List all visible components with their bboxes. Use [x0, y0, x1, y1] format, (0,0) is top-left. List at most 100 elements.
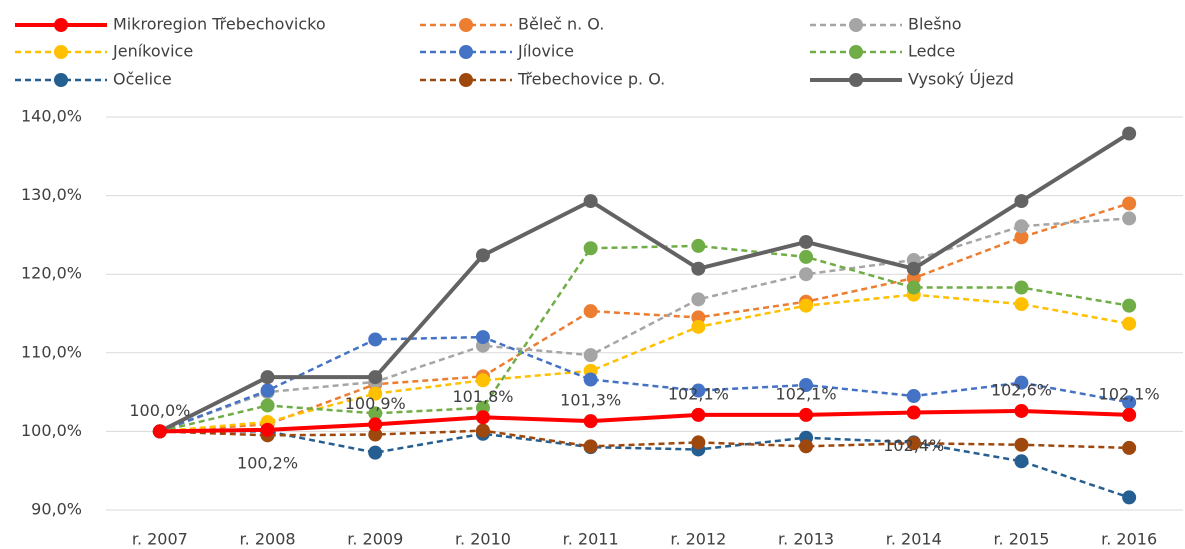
x-tick-label: r. 2011 — [563, 530, 619, 549]
y-tick-label: 110,0% — [21, 342, 82, 361]
legend-marker — [54, 73, 68, 87]
x-tick-label: r. 2012 — [670, 530, 726, 549]
y-tick-label: 140,0% — [21, 107, 82, 126]
data-point — [1014, 280, 1029, 295]
data-point — [1014, 437, 1029, 452]
x-tick-label: r. 2016 — [1101, 530, 1157, 549]
series-line — [159, 244, 1130, 433]
y-tick-label: 130,0% — [21, 185, 82, 204]
data-label: 102,4% — [883, 436, 944, 455]
legend-label: Běleč n. O. — [518, 15, 604, 34]
data-point — [583, 414, 598, 429]
data-point — [260, 370, 275, 385]
x-tick-label: r. 2015 — [993, 530, 1049, 549]
data-point — [583, 241, 598, 256]
series-line — [158, 131, 1131, 434]
data-point — [368, 427, 383, 442]
legend-label: Třebechovice p. O. — [517, 70, 665, 89]
data-label: 102,1% — [776, 384, 837, 403]
data-point — [583, 439, 598, 454]
data-point — [1014, 230, 1029, 245]
data-point — [1122, 395, 1137, 410]
data-point — [906, 389, 921, 404]
legend-label: Blešno — [908, 15, 962, 34]
legend-label: Ledce — [908, 42, 955, 61]
data-point — [1014, 454, 1029, 469]
data-point — [1122, 126, 1137, 141]
data-point — [1122, 316, 1137, 331]
data-point — [799, 298, 814, 313]
data-point — [799, 378, 814, 393]
data-point — [368, 332, 383, 347]
data-point — [1122, 440, 1137, 455]
data-point — [691, 292, 706, 307]
data-point — [368, 386, 383, 401]
legend-marker — [459, 45, 473, 59]
series-line — [159, 202, 1130, 433]
data-point — [691, 435, 706, 450]
data-point — [583, 348, 598, 363]
data-point — [799, 407, 814, 422]
data-point — [583, 194, 598, 209]
data-point — [1122, 490, 1137, 505]
y-tick-label: 90,0% — [31, 500, 82, 519]
data-label: 100,2% — [237, 453, 298, 472]
y-tick-label: 120,0% — [21, 264, 82, 283]
legend-label: Očelice — [113, 70, 172, 89]
data-point — [1122, 196, 1137, 211]
series-line — [159, 430, 1130, 499]
data-label: 102,1% — [1099, 384, 1160, 403]
data-point — [799, 439, 814, 454]
data-point — [475, 423, 490, 438]
legend-marker — [459, 18, 473, 32]
data-point — [906, 280, 921, 295]
data-point — [1122, 407, 1137, 422]
data-point — [1122, 211, 1137, 226]
series-line — [159, 217, 1130, 433]
data-label: 101,3% — [560, 391, 621, 410]
legend-label: Vysoký Újezd — [908, 70, 1014, 89]
data-label: 100,0% — [129, 401, 190, 420]
legend-label: Jeníkovice — [112, 42, 193, 61]
data-label: 101,8% — [452, 387, 513, 406]
data-point — [906, 405, 921, 420]
data-point — [368, 445, 383, 460]
x-tick-label: r. 2007 — [132, 530, 188, 549]
data-point — [368, 417, 383, 432]
data-point — [368, 370, 383, 385]
y-tick-label: 100,0% — [21, 421, 82, 440]
x-tick-label: r. 2010 — [455, 530, 511, 549]
data-point — [1014, 219, 1029, 234]
data-point — [1014, 403, 1029, 418]
legend-marker — [849, 73, 863, 87]
series-line — [159, 408, 1130, 434]
data-point — [583, 304, 598, 319]
data-point — [260, 422, 275, 437]
series-line — [159, 293, 1130, 433]
data-point — [691, 407, 706, 422]
legend-marker — [54, 18, 68, 32]
data-point — [152, 424, 167, 439]
data-point — [906, 261, 921, 276]
data-point — [475, 330, 490, 345]
data-point — [799, 249, 814, 264]
data-point — [1014, 375, 1029, 390]
x-tick-label: r. 2013 — [778, 530, 834, 549]
data-point — [260, 398, 275, 413]
x-tick-label: r. 2008 — [240, 530, 296, 549]
legend-marker — [849, 45, 863, 59]
legend-label: Mikroregion Třebechovicko — [113, 15, 326, 34]
data-point — [475, 410, 490, 425]
data-point — [691, 383, 706, 398]
legend-label: Jílovice — [517, 42, 574, 61]
data-point — [799, 234, 814, 249]
data-point — [691, 319, 706, 334]
data-label: 100,9% — [345, 394, 406, 413]
data-point — [691, 261, 706, 276]
data-point — [1122, 298, 1137, 313]
data-point — [906, 436, 921, 451]
data-point — [475, 248, 490, 263]
series-line — [159, 429, 1130, 450]
data-point — [260, 383, 275, 398]
